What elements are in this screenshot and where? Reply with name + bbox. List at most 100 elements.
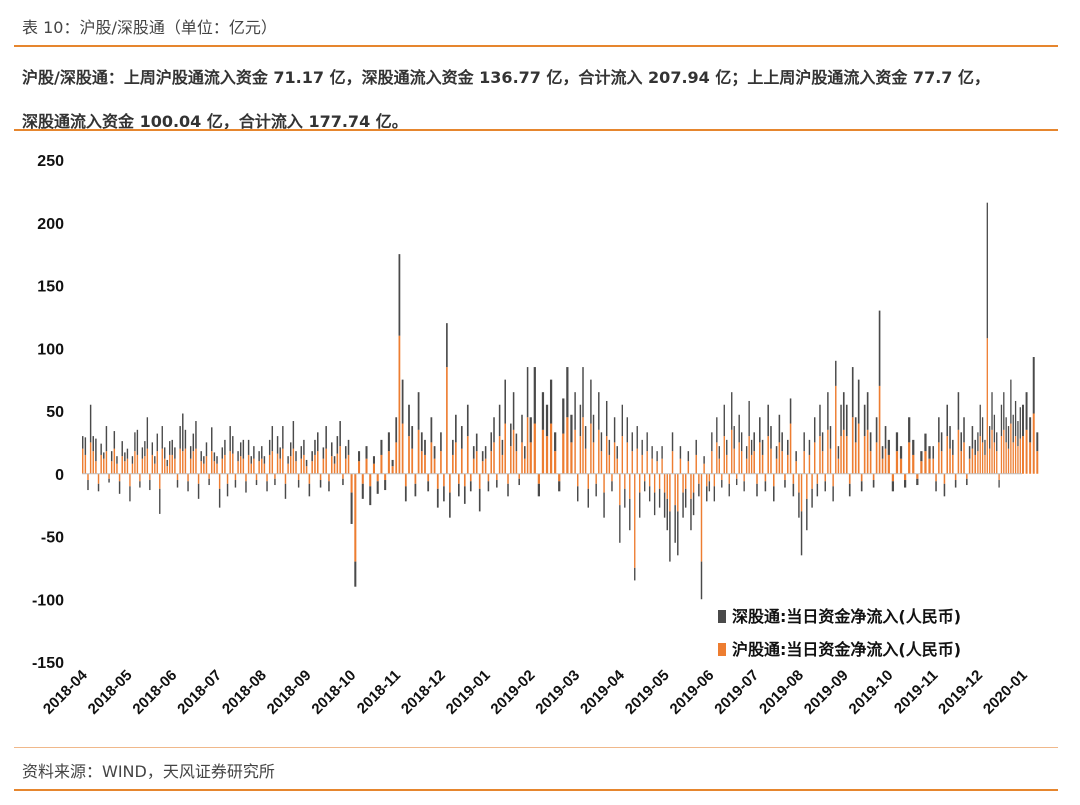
bar-shenzhen bbox=[598, 392, 600, 430]
bar-shenzhen bbox=[781, 432, 783, 452]
legend-label-shenzhen: 深股通:当日资金净流入(人民币) bbox=[732, 607, 961, 626]
bar-shanghai bbox=[753, 451, 755, 474]
bar-shenzhen bbox=[253, 446, 255, 459]
bar-shanghai bbox=[121, 456, 123, 474]
bar-shenzhen bbox=[344, 446, 347, 459]
y-tick-label: -50 bbox=[41, 530, 64, 547]
bar-shanghai bbox=[695, 454, 697, 474]
bar-shenzhen bbox=[184, 429, 187, 449]
bar-shanghai bbox=[319, 473, 322, 481]
bar-shenzhen bbox=[446, 323, 448, 368]
bar-shanghai bbox=[213, 461, 216, 474]
bar-shanghai bbox=[282, 448, 284, 474]
bar-shenzhen bbox=[369, 486, 372, 506]
bar-shenzhen bbox=[361, 483, 364, 499]
bar-shenzhen bbox=[247, 439, 250, 455]
bar-shenzhen bbox=[718, 446, 720, 459]
bar-shenzhen bbox=[682, 492, 684, 518]
bar-shanghai bbox=[255, 473, 258, 481]
bar-shenzhen bbox=[411, 426, 414, 449]
bar-shanghai bbox=[968, 458, 971, 474]
bar-shanghai bbox=[636, 448, 638, 474]
bar-shenzhen bbox=[266, 481, 268, 492]
bar-shanghai bbox=[698, 473, 700, 484]
bar-shenzhen bbox=[1010, 379, 1012, 424]
bar-shenzhen bbox=[574, 392, 576, 430]
bar-shenzhen bbox=[305, 459, 308, 467]
y-tick-label: -100 bbox=[32, 592, 64, 609]
bar-shanghai bbox=[587, 473, 589, 489]
bar-shenzhen bbox=[84, 437, 87, 455]
bar-shenzhen bbox=[89, 404, 92, 443]
bar-shanghai bbox=[998, 473, 1000, 481]
bar-shanghai bbox=[750, 454, 753, 474]
bar-shanghai bbox=[656, 461, 658, 474]
bar-shanghai bbox=[1029, 442, 1032, 474]
bar-shanghai bbox=[789, 423, 792, 474]
bar-shenzhen bbox=[684, 488, 687, 508]
bar-shenzhen bbox=[126, 448, 129, 459]
bar-shanghai bbox=[619, 473, 621, 506]
bar-shenzhen bbox=[171, 439, 173, 455]
bar-shenzhen bbox=[287, 456, 289, 464]
bar-shenzhen bbox=[863, 404, 866, 437]
bar-shanghai bbox=[263, 463, 266, 474]
bar-shanghai bbox=[984, 454, 986, 474]
bar-shenzhen bbox=[1007, 426, 1010, 449]
bar-shanghai bbox=[631, 451, 633, 474]
bar-shanghai bbox=[916, 473, 919, 479]
bar-shanghai bbox=[842, 429, 845, 474]
bar-shenzhen bbox=[297, 480, 300, 488]
bar-shenzhen bbox=[1012, 414, 1014, 443]
bar-shenzhen bbox=[1025, 392, 1028, 430]
bar-shenzhen bbox=[92, 436, 94, 452]
bar-shenzhen bbox=[118, 481, 121, 494]
bar-shanghai bbox=[314, 454, 316, 474]
x-tick-label: 2019-05 bbox=[622, 667, 673, 718]
bar-shanghai bbox=[211, 451, 213, 474]
bar-shanghai bbox=[821, 451, 824, 474]
bar-shenzhen bbox=[789, 398, 792, 424]
bar-shenzhen bbox=[496, 480, 498, 488]
bar-shanghai bbox=[449, 473, 451, 493]
bar-shanghai bbox=[436, 473, 439, 489]
bar-shenzhen bbox=[554, 432, 557, 452]
bar-shenzhen bbox=[738, 414, 740, 443]
bar-shenzhen bbox=[545, 404, 549, 437]
bar-shanghai bbox=[935, 473, 937, 482]
x-tick-label: 2019-06 bbox=[667, 667, 718, 718]
bar-shanghai bbox=[512, 429, 515, 474]
x-tick-label: 2019-02 bbox=[487, 667, 538, 718]
bar-shenzhen bbox=[943, 483, 946, 497]
bar-shanghai bbox=[224, 454, 226, 474]
bar-shenzhen bbox=[611, 481, 613, 492]
bar-shanghai bbox=[663, 473, 666, 493]
bar-shenzhen bbox=[108, 478, 110, 483]
bar-shenzhen bbox=[258, 451, 260, 462]
bar-shanghai bbox=[541, 429, 545, 474]
bar-shenzhen bbox=[731, 392, 733, 430]
bar-shenzhen bbox=[234, 480, 237, 488]
bar-shanghai bbox=[484, 458, 487, 474]
bar-shenzhen bbox=[156, 433, 158, 452]
bar-shenzhen bbox=[600, 432, 603, 452]
bar-shanghai bbox=[1014, 436, 1017, 474]
bar-shenzhen bbox=[971, 426, 974, 449]
bar-shenzhen bbox=[221, 447, 223, 459]
bar-shenzhen bbox=[674, 505, 676, 543]
bar-shanghai bbox=[179, 448, 181, 474]
y-axis: 250 200 150 100 50 0 -50 -100 -150 bbox=[32, 153, 64, 672]
x-tick-label: 2019-12 bbox=[935, 667, 986, 718]
bar-shenzhen bbox=[634, 567, 636, 581]
bar-shanghai bbox=[840, 436, 842, 474]
bar-shenzhen bbox=[750, 439, 753, 455]
bar-shanghai bbox=[824, 473, 826, 482]
bar-shenzhen bbox=[636, 426, 638, 449]
bar-shanghai bbox=[971, 448, 974, 474]
bar-shenzhen bbox=[908, 417, 911, 443]
bar-shanghai bbox=[487, 473, 490, 482]
bar-shanghai bbox=[110, 461, 113, 474]
bar-shenzhen bbox=[271, 426, 274, 452]
bar-shanghai bbox=[792, 473, 795, 484]
